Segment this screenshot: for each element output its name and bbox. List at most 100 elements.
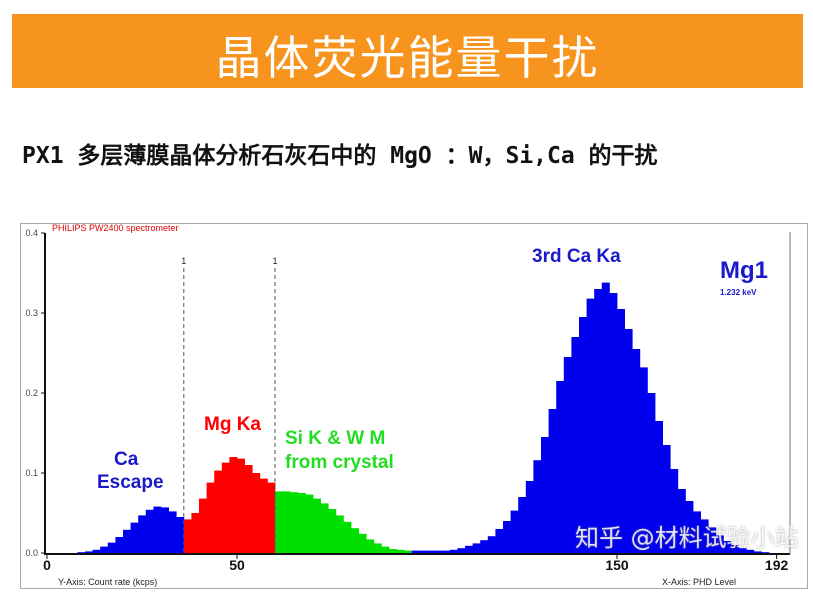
histogram-bar (153, 506, 162, 553)
histogram-bar (366, 539, 375, 553)
y-tick-label: 0.4 (25, 228, 38, 238)
histogram-bar (389, 549, 397, 553)
histogram-bar (282, 491, 291, 553)
histogram-bar (434, 550, 443, 553)
y-axis-label: Y-Axis: Count rate (kcps) (58, 577, 158, 587)
annotation-ca: Ca (114, 449, 139, 470)
histogram-bar (351, 528, 359, 553)
histogram-bar (244, 465, 253, 553)
histogram-bar (275, 491, 283, 553)
histogram-bar (647, 393, 656, 553)
annotation-mg1: Mg1 (720, 257, 768, 284)
histogram-bar (715, 535, 724, 553)
x-tick-label: 0 (43, 557, 51, 573)
histogram-bar (305, 494, 314, 553)
histogram-bar (480, 540, 489, 553)
histogram-bar (579, 317, 587, 553)
histogram-bar (183, 519, 192, 553)
histogram-bar (77, 552, 86, 553)
histogram-bar (670, 469, 679, 553)
histogram-bar (115, 537, 124, 553)
histogram-bar (601, 282, 610, 553)
histogram-bar (533, 460, 542, 553)
histogram-bar (700, 519, 709, 553)
histogram-bar (290, 492, 299, 553)
histogram-bar (252, 473, 261, 553)
histogram-bar (145, 509, 154, 553)
histogram-bar (396, 549, 405, 553)
histogram-bar (624, 329, 633, 553)
histogram-bar (138, 515, 147, 553)
histogram-bar (328, 509, 337, 553)
histogram-bar (617, 309, 625, 553)
histogram-bar (761, 552, 770, 553)
histogram-bar (594, 289, 603, 553)
chart-frame (20, 223, 808, 589)
annotation-from-crystal: from crystal (285, 452, 394, 473)
chart-title: PHILIPS PW2400 spectrometer (52, 223, 179, 233)
y-tick-label: 0.2 (25, 388, 38, 398)
histogram-bar (708, 527, 717, 553)
histogram-bar (556, 381, 565, 553)
histogram-bar (503, 521, 511, 553)
annotation-escape: Escape (97, 472, 164, 493)
histogram-bar (472, 543, 481, 553)
window-marker-label: 1 (272, 256, 277, 266)
histogram-bar (92, 549, 101, 553)
histogram-bar (457, 548, 466, 553)
histogram-bar (237, 458, 245, 553)
watermark: 知乎 @材料试验小站 (575, 524, 799, 552)
histogram-bar (199, 498, 207, 553)
annotation-3rd-ca-ka: 3rd Ca Ka (532, 246, 621, 267)
annotation-energy: 1.232 keV (720, 288, 757, 297)
histogram-bar (563, 357, 572, 553)
histogram-bar (161, 507, 169, 553)
histogram-bar (639, 367, 648, 553)
histogram-bar (221, 462, 230, 553)
histogram-bar (313, 498, 321, 553)
y-tick-label: 0.0 (25, 548, 38, 558)
histogram-bar (130, 522, 139, 553)
histogram-bar (465, 545, 473, 553)
x-tick-label: 192 (765, 557, 789, 573)
histogram-bar (404, 550, 413, 553)
histogram-bar (85, 551, 93, 553)
slide-title: 晶体荧光能量干扰 (215, 31, 600, 85)
annotation-mg-ka: Mg Ka (204, 414, 261, 435)
histogram-bar (753, 551, 762, 553)
histogram-bar (191, 513, 200, 553)
histogram-bar (548, 409, 557, 553)
x-tick-label: 50 (229, 557, 245, 573)
histogram-bar (206, 482, 215, 553)
histogram-bar (693, 511, 701, 553)
histogram-bar (343, 521, 352, 553)
histogram-bar (723, 541, 732, 553)
histogram-bar (320, 503, 329, 553)
histogram-bar (214, 470, 223, 553)
histogram-bar (738, 548, 747, 553)
y-tick-label: 0.1 (25, 468, 38, 478)
histogram-bar (609, 293, 618, 553)
histogram-bar (541, 437, 549, 553)
histogram-bar (411, 550, 420, 553)
histogram-bar (297, 493, 306, 553)
annotation-si-k-w-m: Si K & W M (285, 428, 386, 449)
y-tick-label: 0.3 (25, 308, 38, 318)
histogram-bar (655, 421, 663, 553)
histogram-bar (571, 337, 580, 553)
histogram-bar (259, 478, 268, 553)
title-banner: 晶体荧光能量干扰 (12, 14, 803, 88)
histogram-bar (123, 529, 131, 553)
slide-subtitle: PX1 多层薄膜晶体分析石灰石中的 MgO ：W，Si,Ca 的干扰 (22, 143, 658, 169)
histogram-bar (358, 533, 367, 553)
x-tick-label: 150 (605, 557, 629, 573)
histogram-bar (685, 501, 694, 553)
histogram-bar (731, 545, 739, 553)
histogram-bar (373, 543, 382, 553)
histogram-bar (427, 550, 435, 553)
histogram-bar (381, 546, 390, 553)
histogram-bar (168, 511, 177, 553)
histogram-bar (267, 482, 276, 553)
histogram-bar (495, 529, 504, 553)
